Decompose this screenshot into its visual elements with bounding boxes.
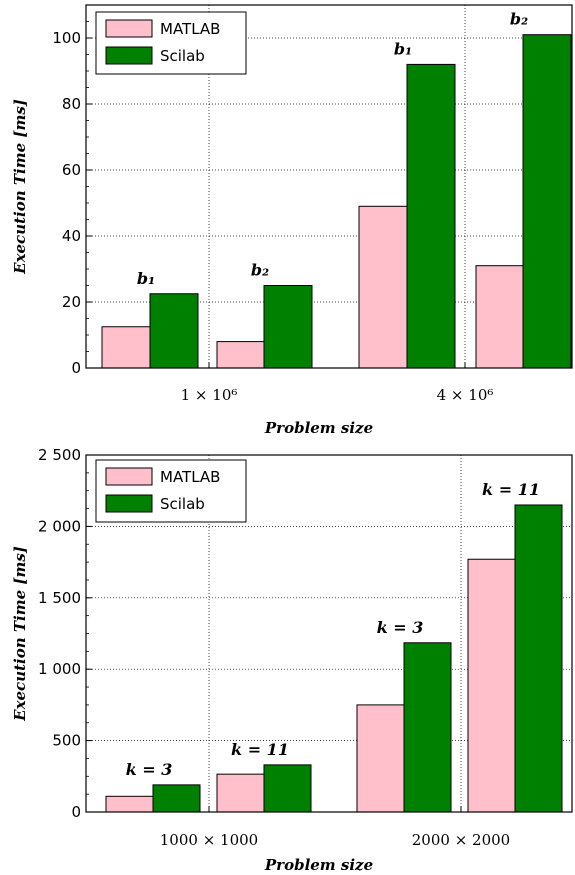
bar-scilab (514, 504, 563, 813)
bar-scilab (403, 642, 452, 813)
y-tick-label: 0 (71, 359, 81, 377)
legend-swatch (105, 494, 153, 513)
plot-frame (85, 4, 573, 369)
bar-group-label: b₂ (251, 261, 269, 280)
y-tick-label: 100 (52, 29, 81, 47)
legend: MATLAB Scilab (95, 459, 247, 523)
x-axis-label: Problem size (264, 419, 373, 437)
bar-group-label: b₁ (394, 39, 412, 58)
x-category-label: 2000 × 2000 (412, 831, 510, 849)
bar-scilab (522, 34, 572, 369)
bar-matlab (356, 704, 405, 813)
bar-matlab (475, 265, 525, 369)
bar-scilab (263, 285, 313, 369)
bar-group-label: k = 11 (231, 740, 289, 759)
bar-matlab (358, 205, 408, 369)
bar-scilab (152, 784, 201, 813)
legend-swatch (105, 46, 153, 65)
x-category-label: 1 × 10⁶ (181, 386, 238, 404)
bar-matlab (216, 341, 266, 369)
plot-frame (85, 454, 573, 813)
x-category-label: 1000 × 1000 (160, 831, 258, 849)
legend-swatch (105, 19, 153, 38)
bar-matlab (216, 773, 265, 813)
y-tick-label: 40 (62, 227, 81, 245)
y-tick-label: 2 500 (38, 446, 81, 464)
legend-label: Scilab (160, 47, 205, 65)
x-axis-label: Problem size (264, 856, 373, 874)
y-axis-label: Execution Time [ms] (11, 546, 29, 722)
y-axis-label: Execution Time [ms] (11, 99, 29, 275)
bar-matlab (105, 795, 154, 813)
bar-scilab (263, 764, 312, 813)
legend-swatch (105, 467, 153, 486)
legend-label: Scilab (160, 495, 205, 513)
chart-1: 0 20 40 60 80 100 b₁ b₂ 1 × 10⁶ b₁ b₂ 4 × 10⁶ MATLAB… (11, 4, 573, 437)
y-tick-label: 2 000 (38, 517, 81, 535)
legend-label: MATLAB (160, 468, 220, 486)
legend: MATLAB Scilab (95, 11, 247, 75)
y-tick-label: 500 (52, 732, 81, 750)
bar-group-label: b₂ (510, 10, 528, 29)
y-tick-label: 1 000 (38, 660, 81, 678)
bar-group-label: k = 11 (482, 480, 540, 499)
bar-scilab (406, 63, 456, 369)
bar-matlab (101, 326, 151, 369)
y-tick-label: 1 500 (38, 589, 81, 607)
bar-scilab (149, 293, 199, 369)
bar-matlab (467, 558, 516, 813)
y-tick-label: 60 (62, 161, 81, 179)
y-tick-label: 0 (71, 803, 81, 821)
bar-group-label: k = 3 (126, 760, 173, 779)
y-tick-label: 80 (62, 95, 81, 113)
x-category-label: 4 × 10⁶ (437, 386, 494, 404)
bar-group-label: b₁ (137, 269, 155, 288)
bar-group-label: k = 3 (377, 618, 424, 637)
legend-label: MATLAB (160, 20, 220, 38)
y-tick-label: 20 (62, 293, 81, 311)
